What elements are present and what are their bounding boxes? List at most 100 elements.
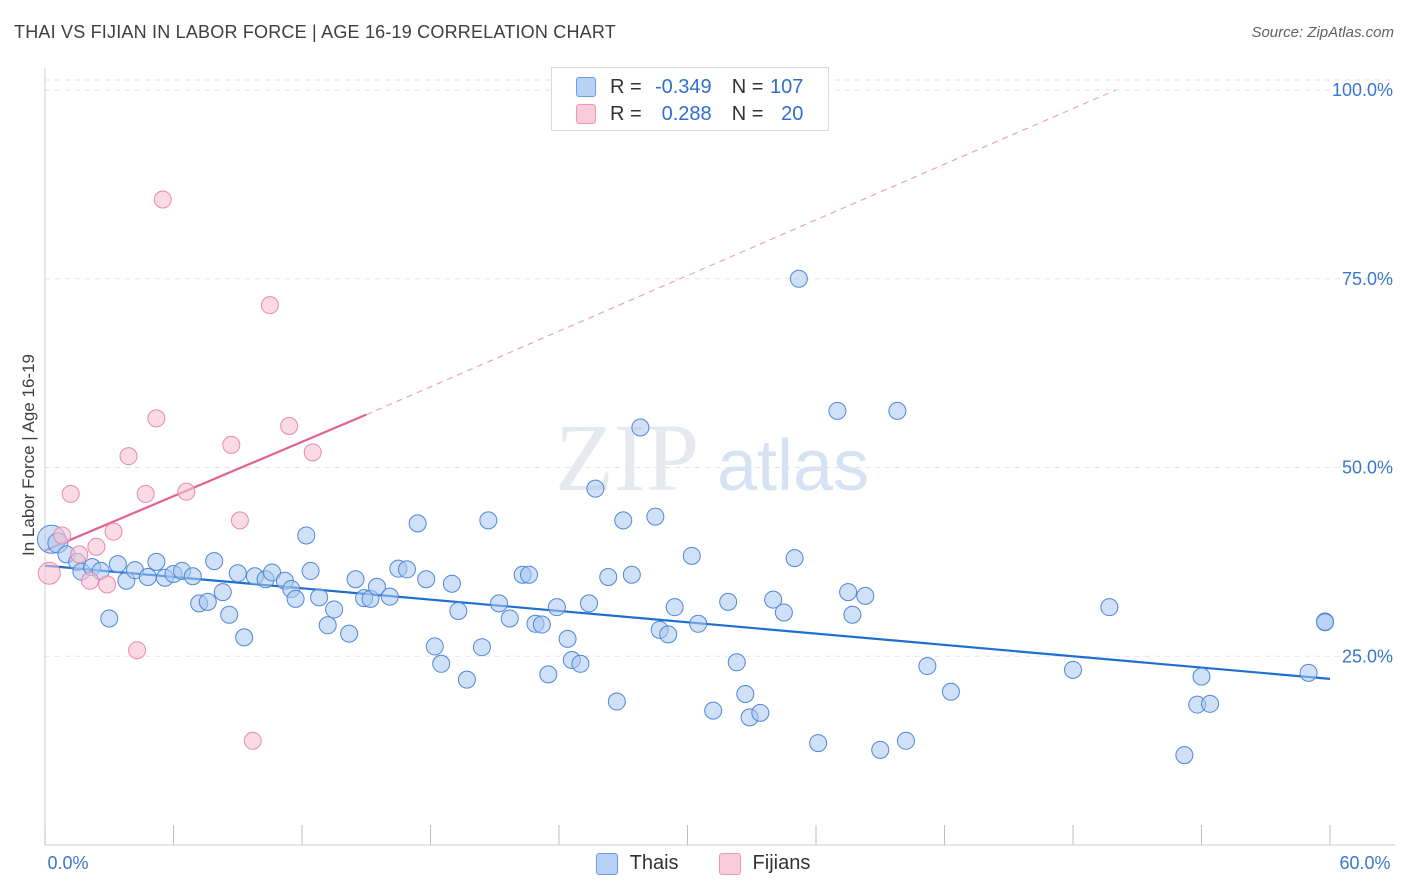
y-tick-label: 50.0% bbox=[1342, 458, 1393, 478]
thais-point bbox=[325, 600, 344, 619]
thais-point bbox=[586, 479, 605, 498]
fijians-point bbox=[153, 190, 172, 209]
thais-point bbox=[918, 657, 937, 676]
thais-point bbox=[520, 565, 539, 584]
grid-lines bbox=[45, 79, 1395, 657]
thais-point bbox=[871, 740, 890, 759]
thais-point bbox=[1100, 598, 1119, 617]
watermark-zip: ZIP bbox=[555, 404, 699, 511]
thais-point bbox=[228, 564, 247, 583]
fijians-legend-label: Fijians bbox=[752, 852, 811, 874]
thais-legend-label: Thais bbox=[629, 852, 679, 874]
thais-point bbox=[682, 546, 701, 565]
chart-source: Source: ZipAtlas.com bbox=[1251, 24, 1394, 41]
fijians-point bbox=[243, 731, 262, 750]
fijians-point bbox=[260, 296, 279, 315]
thais-swatch bbox=[576, 77, 596, 97]
thais-point bbox=[472, 638, 491, 657]
thais-point bbox=[607, 692, 626, 711]
thais-point bbox=[310, 588, 329, 607]
y-tick-label: 100.0% bbox=[1332, 80, 1393, 100]
legend-thais-r-label: R = bbox=[610, 75, 642, 98]
thais-point bbox=[571, 654, 590, 673]
thais-point bbox=[704, 701, 723, 720]
thais-point bbox=[100, 609, 119, 628]
thais-point bbox=[235, 628, 254, 647]
thais-point bbox=[397, 560, 416, 579]
chart-title: THAI VS FIJIAN IN LABOR FORCE | AGE 16-1… bbox=[14, 22, 616, 42]
trend-lines bbox=[44, 89, 1331, 680]
fijians-trend-line bbox=[44, 413, 367, 552]
stats-legend: R = -0.349 N = 107 R = 0.288 N = 20 bbox=[551, 67, 829, 131]
series-legend-fijians[interactable]: Fijians bbox=[718, 852, 811, 875]
thais-point bbox=[764, 590, 783, 609]
thais-points bbox=[36, 269, 1334, 765]
thais-point bbox=[856, 586, 875, 605]
thais-point bbox=[547, 598, 566, 617]
thais-point bbox=[689, 614, 708, 633]
thais-point bbox=[442, 574, 461, 593]
thais-point bbox=[183, 567, 202, 586]
axes bbox=[44, 68, 1395, 846]
thais-point bbox=[896, 731, 915, 750]
thais-point bbox=[1299, 663, 1318, 682]
thais-point bbox=[367, 577, 386, 596]
thais-point bbox=[213, 583, 232, 602]
thais-point bbox=[425, 637, 444, 656]
fijians-point bbox=[53, 526, 72, 545]
thais-point bbox=[539, 665, 558, 684]
series-legend: Thais Fijians bbox=[0, 852, 1406, 875]
thais-point bbox=[346, 570, 365, 589]
legend-fijians-n-value: 20 bbox=[781, 102, 804, 125]
thais-point bbox=[599, 567, 618, 586]
thais-point bbox=[1175, 746, 1194, 765]
fijians-point bbox=[147, 409, 166, 428]
thais-point bbox=[1064, 660, 1082, 679]
fijians-swatch bbox=[576, 104, 596, 124]
fijians-point bbox=[37, 561, 61, 585]
fijians-point bbox=[280, 416, 299, 435]
fijians-point bbox=[136, 484, 155, 503]
thais-point bbox=[1192, 667, 1211, 686]
fijians-point bbox=[303, 443, 322, 462]
thais-point bbox=[789, 269, 808, 288]
thais-point bbox=[138, 567, 157, 586]
legend-fijians-r-value: 0.288 bbox=[661, 102, 712, 125]
thais-point bbox=[198, 592, 217, 611]
thais-point bbox=[579, 594, 598, 613]
thais-point bbox=[558, 629, 577, 648]
thais-point bbox=[532, 615, 551, 634]
legend-row-fijians: R = 0.288 N = 20 bbox=[576, 103, 803, 125]
thais-point bbox=[147, 552, 166, 571]
thais-point bbox=[727, 653, 746, 672]
fijians-point bbox=[119, 447, 138, 466]
fijians-point bbox=[128, 641, 147, 660]
fijians-point bbox=[80, 571, 99, 590]
thais-point bbox=[500, 609, 519, 628]
fijians-point bbox=[87, 537, 106, 556]
y-axis-label: In Labor Force | Age 16-19 bbox=[19, 354, 38, 556]
fijians-points bbox=[37, 190, 322, 750]
series-legend-thais[interactable]: Thais bbox=[595, 852, 679, 875]
thais-point bbox=[751, 703, 770, 722]
thais-point bbox=[457, 670, 476, 689]
tick-labels: 25.0% 50.0% 75.0% 100.0% 0.0% 60.0% bbox=[47, 80, 1393, 873]
fijians-point bbox=[70, 545, 89, 564]
thais-point bbox=[659, 625, 678, 644]
fijians-point bbox=[177, 482, 196, 501]
thais-point bbox=[614, 511, 633, 530]
fijians-trend-extension bbox=[366, 89, 1117, 416]
fijians-point bbox=[222, 435, 241, 454]
thais-point bbox=[449, 601, 468, 620]
fijians-point bbox=[61, 484, 80, 503]
thais-point bbox=[479, 511, 498, 530]
y-tick-label: 25.0% bbox=[1342, 646, 1393, 666]
thais-point bbox=[286, 589, 305, 608]
thais-point bbox=[108, 555, 127, 574]
thais-point bbox=[631, 418, 650, 437]
fijians-point bbox=[98, 575, 117, 594]
legend-thais-n-label: N = bbox=[731, 75, 764, 98]
thais-trend-line bbox=[44, 564, 1331, 680]
thais-point bbox=[318, 616, 337, 635]
thais-point bbox=[622, 565, 641, 584]
